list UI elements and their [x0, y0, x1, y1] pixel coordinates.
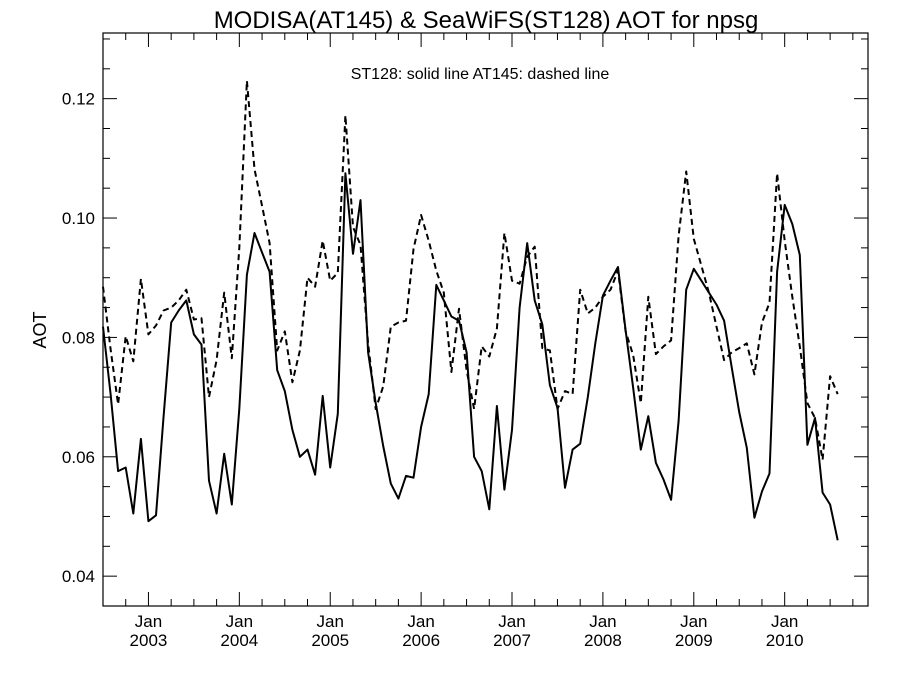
chart-title: MODISA(AT145) & SeaWiFS(ST128) AOT for n…: [214, 7, 759, 34]
y-axis-label: AOT: [30, 311, 50, 348]
series-line-at145: [102, 79, 839, 461]
y-tick-label: 0.08: [62, 328, 95, 347]
x-tick-month-label: Jan: [317, 612, 344, 631]
plot-frame: [102, 32, 869, 607]
x-tick-year-label: 2004: [220, 631, 258, 650]
x-tick-year-label: 2009: [675, 631, 713, 650]
x-tick-month-label: Jan: [680, 612, 707, 631]
x-tick-month-label: Jan: [589, 612, 616, 631]
x-tick-year-label: 2006: [402, 631, 440, 650]
x-tick-year-label: 2003: [130, 631, 168, 650]
series-line-st128: [102, 172, 839, 541]
series-annotation: ST128: solid line AT145: dashed line: [351, 66, 610, 83]
y-tick-label: 0.06: [62, 448, 95, 467]
x-tick-month-label: Jan: [771, 612, 798, 631]
x-tick-month-label: Jan: [135, 612, 162, 631]
y-axis-ticks: 0.04 0.06 0.08 0.10 0.12: [62, 38, 868, 607]
x-tick-year-label: 2008: [584, 631, 622, 650]
x-tick-year-label: 2005: [311, 631, 349, 650]
y-tick-label: 0.12: [62, 90, 95, 109]
x-tick-month-label: Jan: [407, 612, 434, 631]
x-tick-month-label: Jan: [226, 612, 253, 631]
y-tick-label: 0.10: [62, 209, 95, 228]
x-axis-ticks: Jan2003Jan2004Jan2005Jan2006Jan2007Jan20…: [102, 33, 854, 650]
series-layer: [102, 79, 839, 541]
y-tick-label: 0.04: [62, 567, 95, 586]
x-tick-year-label: 2010: [766, 631, 804, 650]
x-tick-month-label: Jan: [498, 612, 525, 631]
x-tick-year-label: 2007: [493, 631, 531, 650]
